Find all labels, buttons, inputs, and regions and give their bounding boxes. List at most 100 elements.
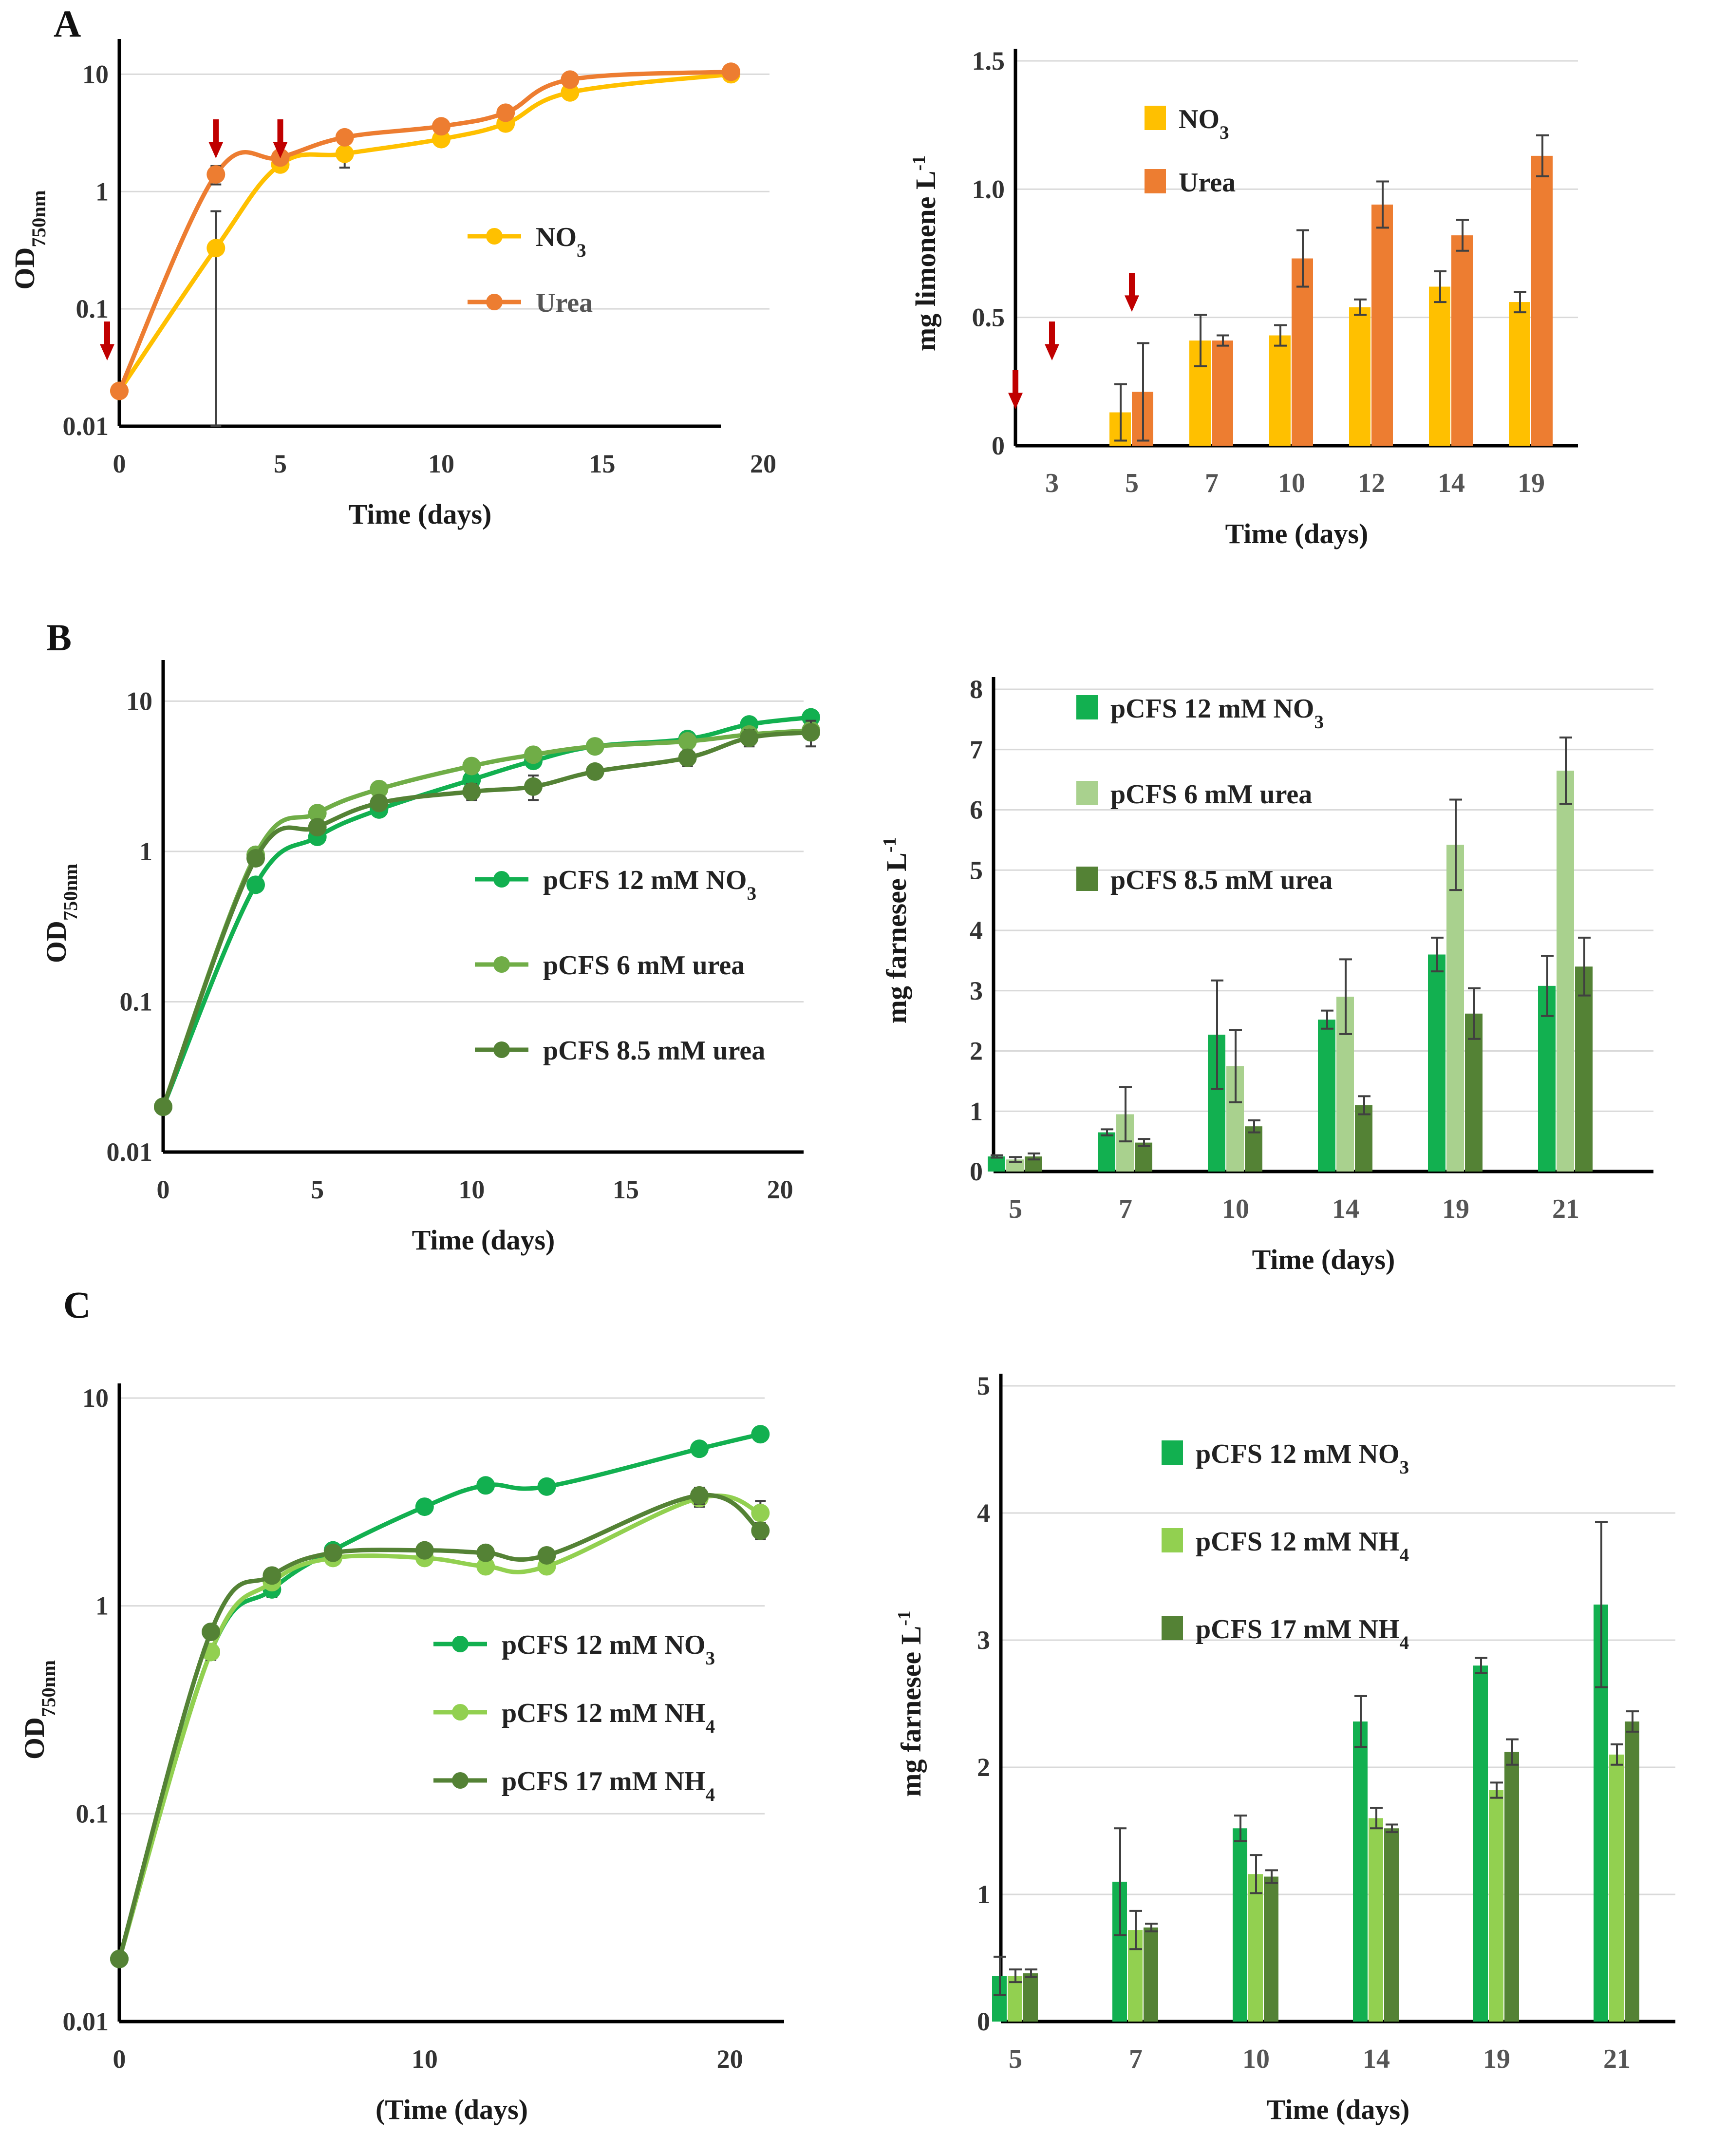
legend-swatch	[1076, 695, 1098, 719]
data-point-2	[740, 728, 759, 747]
x-category-label: 21	[1603, 2044, 1631, 2074]
y-tick-label: 0	[992, 431, 1005, 460]
x-tick-label: 15	[613, 1175, 639, 1204]
y-tick-label: 8	[970, 675, 983, 704]
data-point-0	[246, 875, 265, 894]
data-point-0	[206, 239, 225, 258]
y-axis-title: mg limonene L-1	[909, 155, 941, 351]
bar-1	[1248, 1874, 1263, 2022]
data-point-0	[690, 1439, 709, 1458]
y-tick-label: 1	[95, 177, 109, 206]
legend-label: pCFS 6 mM urea	[1110, 779, 1312, 810]
y-tick-label: 5	[977, 1371, 990, 1400]
bar-1	[1292, 258, 1313, 446]
x-axis-title: Time (days)	[349, 498, 492, 530]
y-tick-label: 0.01	[63, 2007, 109, 2036]
series-line-1	[117, 69, 732, 392]
y-tick-label: 0.1	[76, 1799, 109, 1828]
data-point-0	[476, 1476, 495, 1495]
legend-marker	[452, 1704, 469, 1721]
y-tick-label: 0.1	[120, 987, 153, 1016]
x-axis-title: Time (days)	[1225, 518, 1369, 549]
legend-label: pCFS 8.5 mM urea	[543, 1036, 765, 1066]
legend-marker	[493, 956, 510, 973]
legend-label: pCFS 12 mM NO3	[502, 1630, 715, 1669]
data-point-1	[206, 165, 225, 184]
data-point-2	[370, 794, 389, 813]
chart-A-growth: 0.01 0.1 1 10 0 5 10 15 20 Time (days) OD750nm NO3 U…	[9, 2, 776, 530]
x-tick-label: 10	[428, 449, 454, 478]
x-category-label: 19	[1483, 2044, 1510, 2074]
legend-label: NO3	[1179, 104, 1229, 143]
data-point-1	[585, 737, 604, 756]
x-tick-label: 15	[589, 449, 616, 478]
legend-swatch	[1076, 781, 1098, 805]
x-category-label: 3	[1045, 468, 1059, 498]
y-axis-title: mg farnesee L-1	[880, 837, 912, 1024]
y-tick-label: 0.5	[972, 303, 1005, 332]
legend-label: pCFS 12 mM NH4	[502, 1698, 715, 1737]
bar-0	[988, 1156, 1005, 1172]
legend-label: pCFS 17 mM NH4	[502, 1766, 715, 1805]
bar-2	[1144, 1927, 1158, 2022]
data-point-1	[751, 1503, 770, 1522]
x-category-label: 5	[1009, 1194, 1022, 1224]
bar-0	[1318, 1020, 1335, 1172]
bar-0	[1473, 1665, 1488, 2022]
x-category-label: 7	[1205, 468, 1219, 498]
x-category-label: 19	[1518, 468, 1545, 498]
legend-label: pCFS 17 mM NH4	[1196, 1614, 1409, 1653]
data-point-2	[585, 762, 604, 781]
bar-1	[1446, 845, 1464, 1172]
x-category-label: 14	[1363, 2044, 1390, 2074]
legend-marker	[452, 1636, 469, 1652]
bar-0	[1233, 1828, 1247, 2022]
chart-C-farnesene: 0 1 2 3 4 5 5 7 10 14 19 21 Time (days) mg farnesee L…	[894, 1371, 1675, 2125]
legend-marker	[493, 871, 510, 888]
bar-1	[1609, 1754, 1624, 2022]
y-tick-label: 6	[970, 795, 983, 825]
data-point-0	[432, 130, 451, 149]
y-axis-title: mg farnesee L-1	[894, 1610, 927, 1797]
addition-arrow	[1008, 370, 1023, 409]
legend-label: pCFS 8.5 mM urea	[1110, 865, 1333, 895]
data-point-2	[751, 1521, 770, 1540]
y-tick-label: 1	[95, 1591, 109, 1621]
legend-marker	[486, 294, 503, 310]
x-axis-title: Time (days)	[412, 1224, 555, 1256]
legend-swatch	[1162, 1616, 1183, 1640]
legend-marker	[493, 1041, 510, 1058]
legend-label: Urea	[1179, 168, 1236, 198]
bar-2	[1575, 966, 1593, 1172]
data-point-0	[335, 144, 354, 163]
legend-label: pCFS 12 mM NH4	[1196, 1527, 1409, 1566]
y-tick-label: 2	[977, 1753, 990, 1782]
legend-swatch	[1162, 1528, 1183, 1552]
bar-0	[1428, 954, 1445, 1172]
panel-label: A	[54, 2, 81, 45]
legend-label: pCFS 6 mM urea	[543, 950, 745, 981]
y-tick-label: 10	[82, 59, 109, 89]
x-axis-title: (Time (days)	[375, 2094, 528, 2125]
bar-1	[1008, 1976, 1022, 2022]
data-point-0	[415, 1497, 434, 1516]
addition-arrow	[273, 119, 288, 158]
x-category-label: 10	[1242, 2044, 1270, 2074]
bar-1	[1557, 771, 1574, 1172]
y-tick-label: 10	[82, 1383, 109, 1413]
y-tick-label: 0	[970, 1157, 983, 1186]
y-tick-label: 1	[139, 837, 152, 866]
chart-B-growth: 0.01 0.1 1 10 0 5 10 15 20 Time (days) OD750nm pCFS…	[40, 616, 820, 1256]
x-category-label: 5	[1125, 468, 1139, 498]
y-tick-label: 1.5	[972, 46, 1005, 76]
x-category-label: 10	[1278, 468, 1305, 498]
bar-2	[1023, 1973, 1038, 2022]
legend-label: pCFS 12 mM NO3	[543, 865, 756, 904]
data-point-2	[415, 1541, 434, 1560]
data-point-1	[721, 62, 740, 81]
y-tick-label: 10	[126, 686, 152, 716]
panel-label: C	[63, 1284, 91, 1326]
data-point-2	[462, 782, 481, 801]
chart-A-limonene: 0 0.5 1.0 1.5 3 5 7 10 12 14 19 Time (days) mg limon…	[909, 46, 1578, 549]
